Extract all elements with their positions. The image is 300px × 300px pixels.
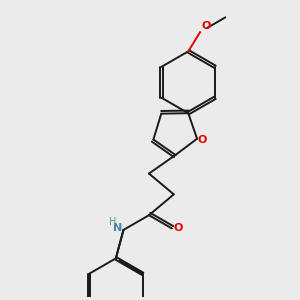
- Text: N: N: [113, 224, 122, 233]
- Text: O: O: [202, 21, 211, 31]
- Text: H: H: [110, 217, 117, 227]
- Text: O: O: [173, 224, 182, 233]
- Text: O: O: [198, 135, 207, 145]
